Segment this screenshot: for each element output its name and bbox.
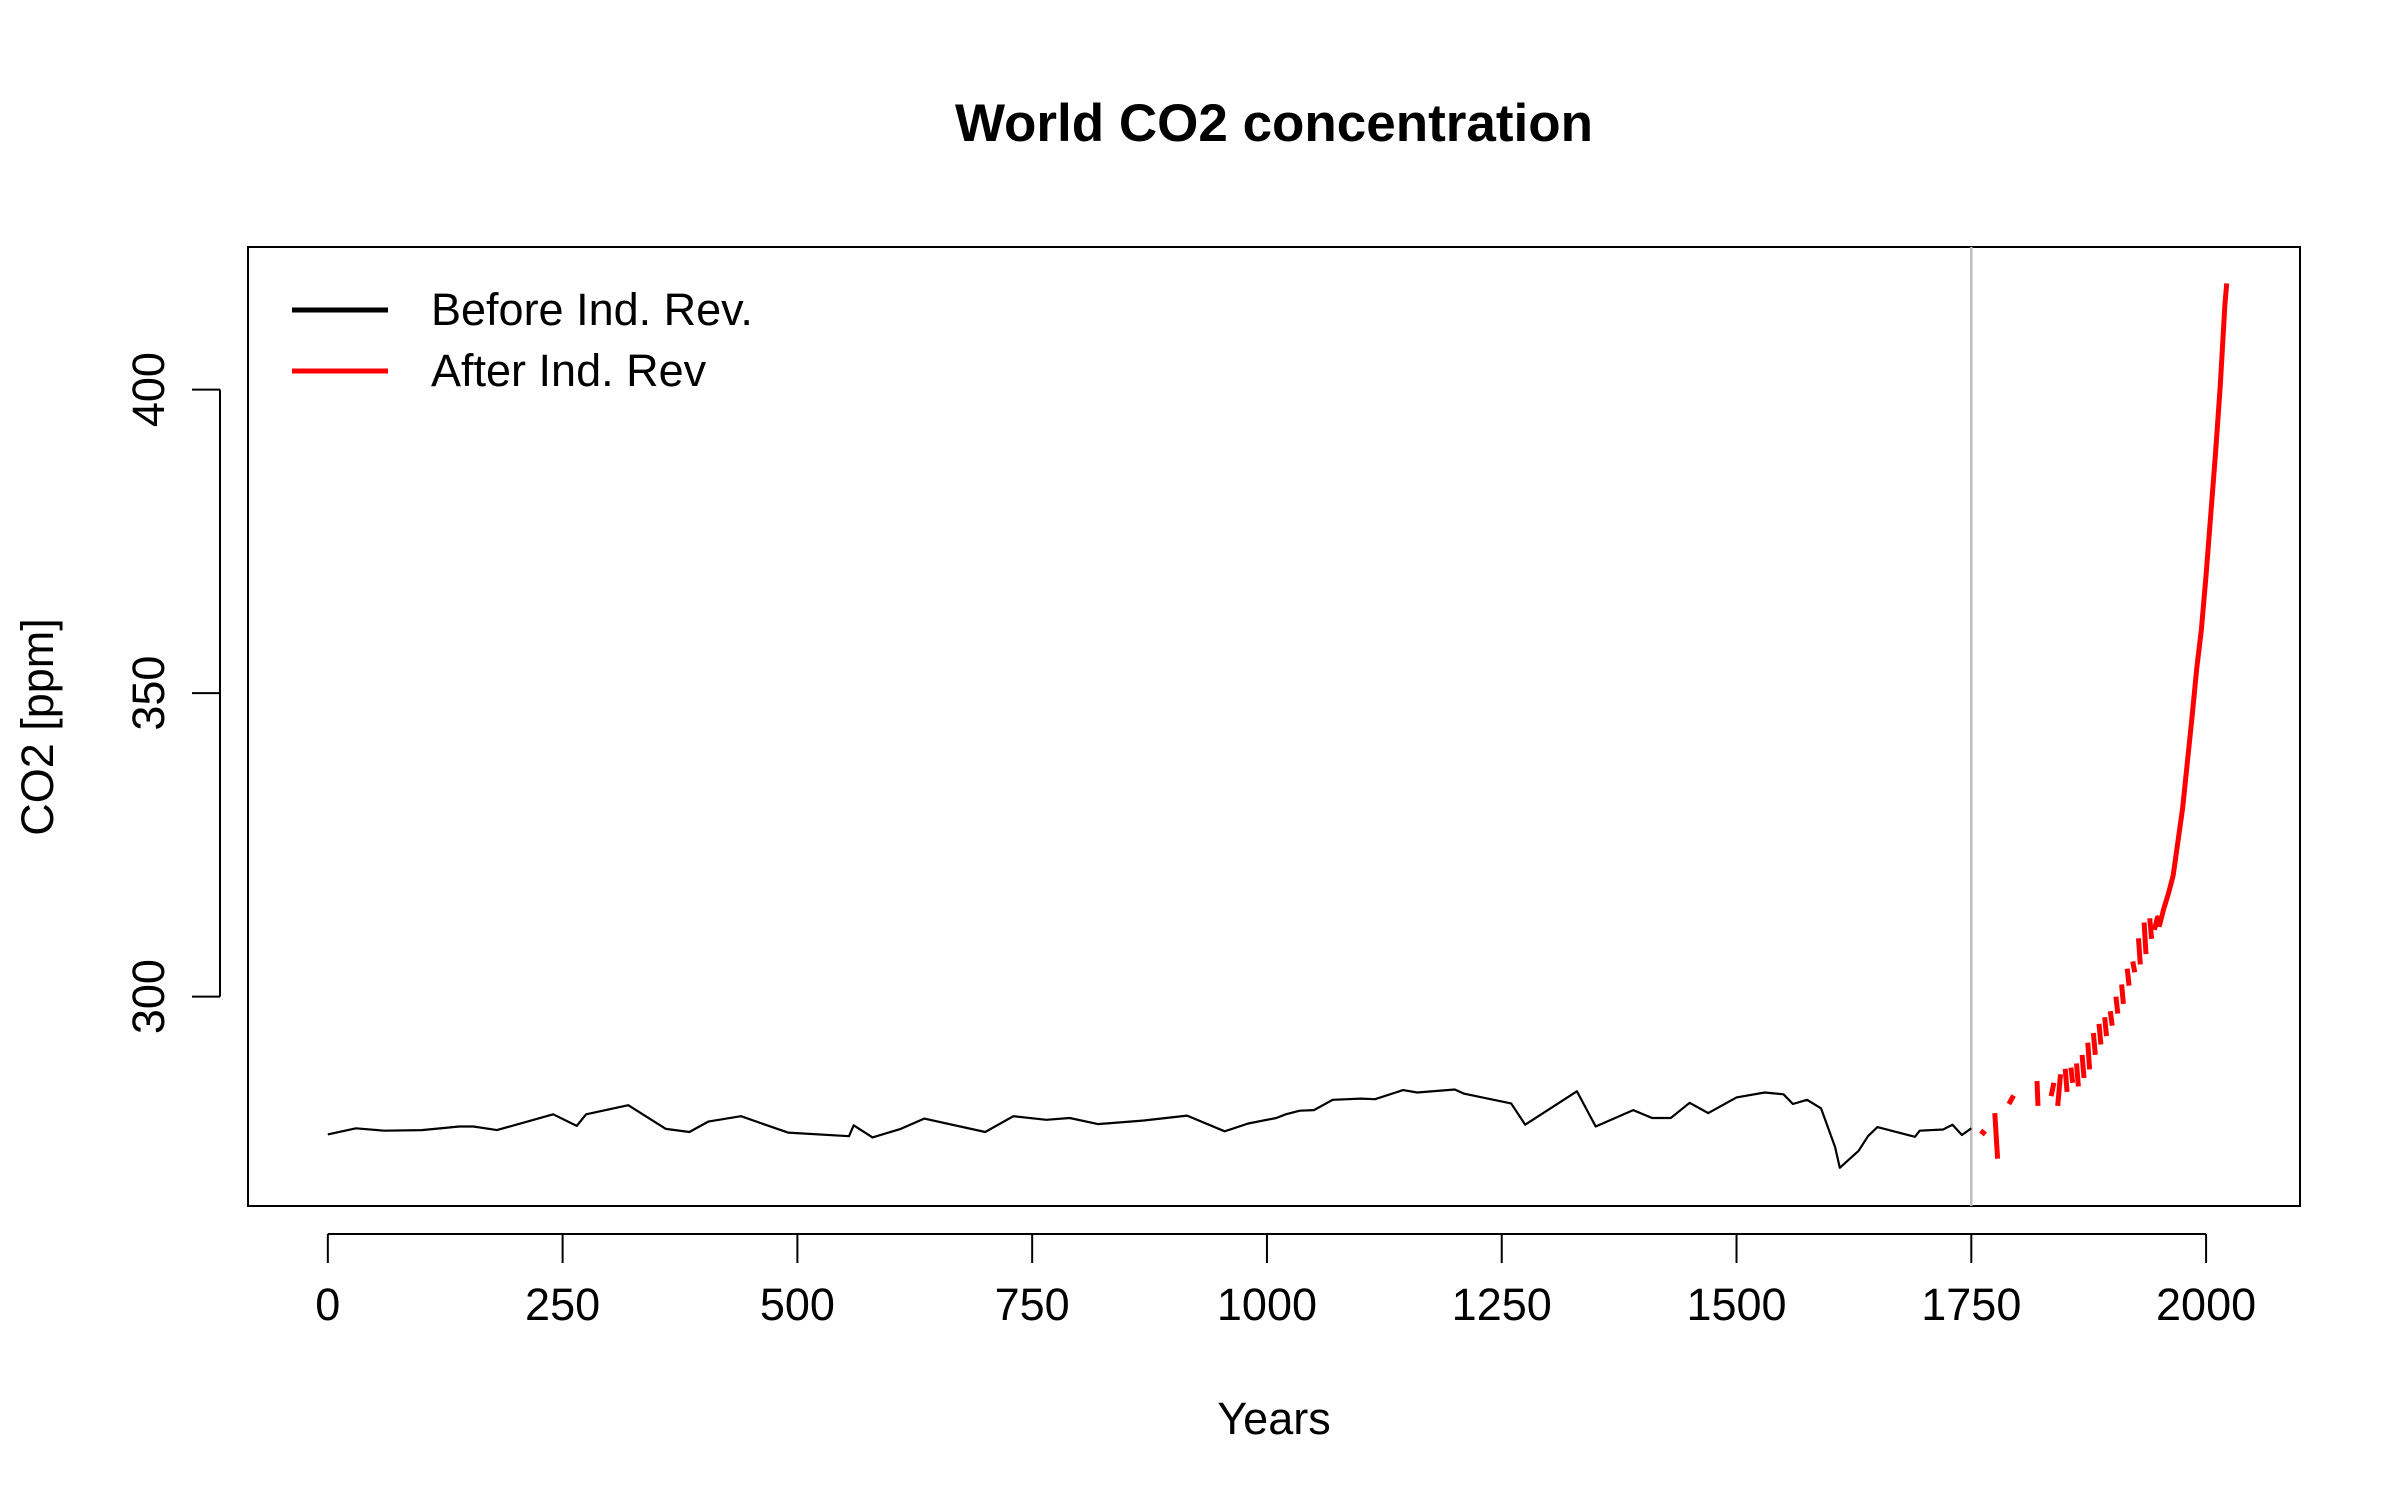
y-tick-label: 300	[123, 959, 174, 1034]
legend-label-before: Before Ind. Rev.	[431, 284, 753, 335]
x-tick-label: 500	[760, 1279, 835, 1330]
series-segment-after	[2147, 918, 2155, 940]
plot-frame	[247, 246, 2301, 1207]
series-segment-after	[2055, 1074, 2063, 1107]
series-segment-after	[2119, 984, 2126, 1005]
series-segment-after	[1992, 1112, 2001, 1159]
x-tick-label: 1500	[1686, 1279, 1786, 1330]
series-segment-after	[2062, 1068, 2070, 1093]
series-line-before	[327, 1088, 1972, 1169]
x-tick-label: 2000	[2156, 1279, 2256, 1330]
series-segment-after	[2130, 960, 2138, 973]
series-segment-after	[2079, 1054, 2087, 1079]
series-segment-after	[2107, 1010, 2115, 1027]
series-segment-after	[2102, 1016, 2109, 1037]
x-tick-label: 250	[525, 1279, 600, 1330]
x-tick-label: 0	[315, 1279, 340, 1330]
y-tick-label: 350	[123, 656, 174, 731]
y-axis: 300 350 400	[123, 352, 221, 1034]
x-axis-label: Years	[1217, 1393, 1330, 1444]
y-tick-label: 400	[123, 352, 174, 427]
series-segment-after	[2034, 1080, 2041, 1107]
series-segment-after	[2090, 1032, 2098, 1056]
series-segment-after	[2074, 1063, 2081, 1087]
series-layer	[327, 283, 2230, 1169]
series-segment-after	[2048, 1082, 2057, 1097]
x-axis: 0 250 500 750 1000 1250 1500 1750 2000	[315, 1233, 2256, 1330]
x-tick-label: 750	[995, 1279, 1070, 1330]
series-segment-after	[2113, 996, 2121, 1014]
series-segment-after	[2068, 1067, 2076, 1084]
y-axis-label: CO2 [ppm]	[12, 618, 63, 836]
series-segment-after	[2124, 968, 2132, 986]
series-segment-after	[2141, 922, 2149, 955]
x-tick-label: 1250	[1452, 1279, 1552, 1330]
x-tick-label: 1750	[1921, 1279, 2021, 1330]
series-segment-after	[2136, 938, 2143, 965]
chart-title: World CO2 concentration	[955, 94, 1593, 153]
series-segment-after	[2006, 1094, 2016, 1106]
series-segment-after	[2085, 1042, 2093, 1070]
legend: Before Ind. Rev. After Ind. Rev	[292, 284, 753, 396]
legend-label-after: After Ind. Rev	[431, 345, 707, 396]
series-segment-after	[2096, 1023, 2104, 1045]
series-segment-after	[2156, 283, 2230, 928]
x-tick-label: 1000	[1217, 1279, 1317, 1330]
series-segment-after	[1979, 1128, 1987, 1137]
